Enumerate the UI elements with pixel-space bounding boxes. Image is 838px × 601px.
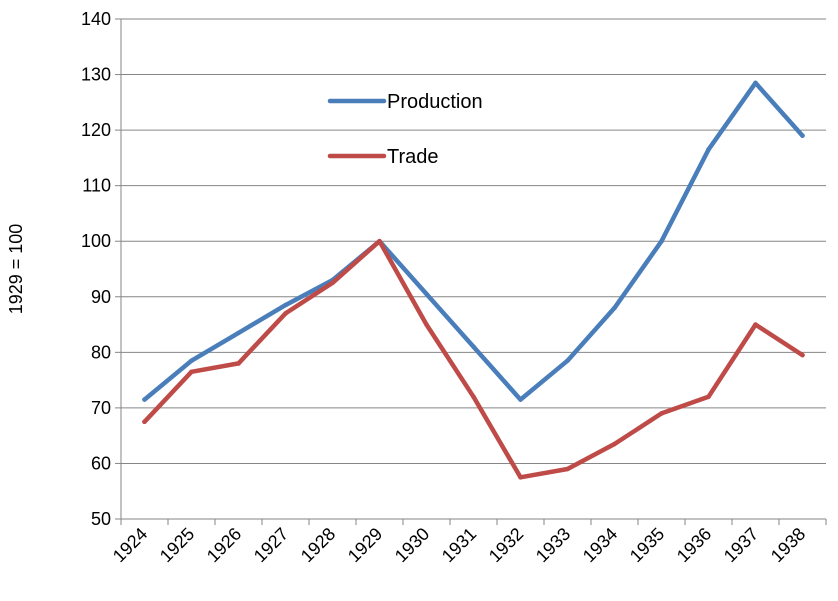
x-tick-label: 1929: [344, 524, 386, 566]
data-point-production: [612, 305, 617, 311]
x-tick-label: 1937: [720, 524, 762, 566]
y-tick-label: 100: [81, 231, 111, 251]
data-point-production: [142, 397, 147, 402]
data-point-trade: [471, 394, 476, 400]
data-point-production: [800, 133, 805, 138]
series-line-trade: [142, 238, 805, 480]
data-point-trade: [753, 322, 758, 327]
y-tick-label: 120: [81, 120, 111, 140]
legend: Production Trade: [327, 91, 483, 168]
x-tick-label: 1926: [203, 524, 245, 566]
y-tick-label: 140: [81, 9, 111, 29]
x-tick-label: 1927: [250, 524, 292, 566]
gridlines: [121, 18, 826, 464]
x-tick-label: 1924: [109, 524, 151, 566]
y-axis-ticks: 50 60 70 80 90 100 110 120 130 140: [81, 9, 121, 529]
data-point-production: [236, 330, 241, 336]
y-tick-label: 50: [91, 509, 111, 529]
data-point-trade: [236, 361, 241, 366]
data-point-production: [424, 291, 429, 297]
y-tick-label: 130: [81, 65, 111, 85]
legend-label-trade: Trade: [387, 146, 439, 168]
data-point-trade: [659, 411, 664, 416]
data-point-production: [753, 80, 758, 86]
x-tick-label: 1938: [767, 524, 809, 566]
x-tick-label: 1933: [532, 524, 574, 566]
data-point-trade: [189, 369, 194, 375]
data-point-trade: [565, 466, 570, 472]
x-tick-label: 1931: [438, 524, 480, 566]
data-point-trade: [518, 475, 523, 480]
legend-label-production: Production: [387, 91, 483, 113]
y-tick-label: 110: [82, 176, 111, 196]
x-tick-label: 1930: [391, 524, 433, 566]
data-point-production: [518, 397, 523, 402]
data-point-trade: [377, 238, 382, 244]
x-tick-label: 1932: [485, 524, 527, 566]
axes: [120, 19, 826, 520]
data-point-production: [565, 358, 570, 363]
data-point-production: [283, 302, 288, 308]
y-tick-label: 70: [91, 398, 111, 418]
x-axis-ticks: 1924 1925 1926 1927 1928 1929 1930 1931 1932 1933…: [109, 519, 827, 566]
data-point-production: [471, 344, 476, 350]
y-tick-label: 60: [91, 453, 111, 473]
y-axis-title: 1929 = 100: [6, 224, 26, 315]
data-point-production: [189, 358, 194, 363]
data-point-trade: [612, 441, 617, 447]
data-point-trade: [706, 394, 711, 400]
data-point-trade: [424, 322, 429, 327]
data-point-trade: [283, 311, 288, 316]
series-lines: [142, 80, 805, 480]
x-tick-label: 1925: [156, 524, 198, 566]
x-tick-label: 1934: [579, 524, 621, 566]
x-tick-label: 1936: [673, 524, 715, 566]
data-point-trade: [142, 419, 147, 425]
data-point-trade: [800, 352, 805, 358]
y-tick-label: 90: [91, 287, 111, 307]
data-point-production: [706, 147, 711, 152]
data-point-production: [659, 238, 664, 244]
data-point-trade: [330, 280, 335, 286]
x-tick-label: 1928: [297, 524, 339, 566]
x-tick-label: 1935: [626, 524, 668, 566]
y-tick-label: 80: [91, 342, 111, 362]
